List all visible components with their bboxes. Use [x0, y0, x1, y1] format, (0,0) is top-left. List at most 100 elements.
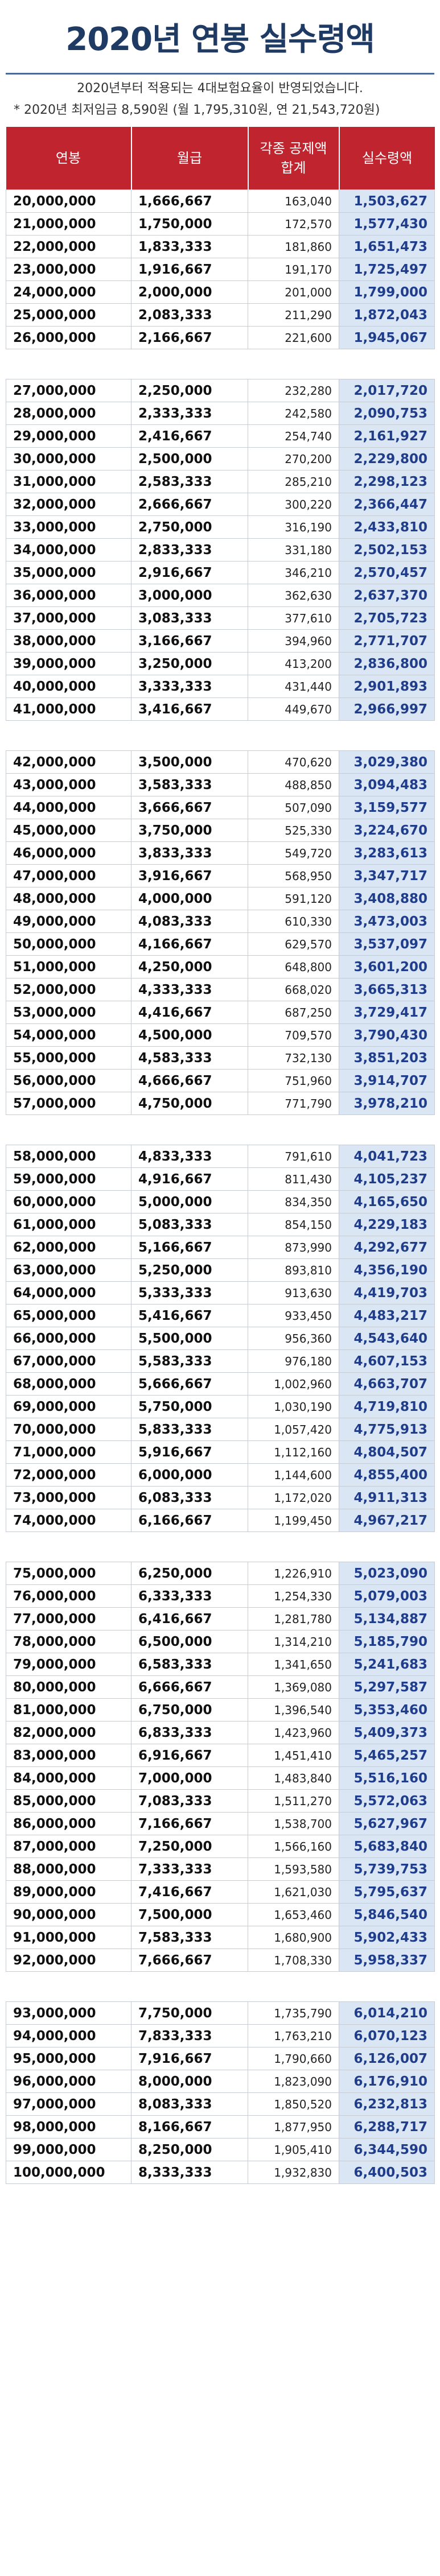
deduction-total-cell: 834,350 — [248, 1190, 339, 1213]
monthly-salary-cell: 5,083,333 — [131, 1213, 248, 1236]
table-row: 26,000,000 2,166,667 221,600 1,945,067 — [6, 326, 435, 349]
net-pay-cell: 5,241,683 — [339, 1653, 435, 1676]
deduction-total-cell: 300,220 — [248, 493, 339, 516]
net-pay-cell: 6,126,007 — [339, 2047, 435, 2070]
monthly-salary-cell: 5,250,000 — [131, 1258, 248, 1282]
monthly-salary-cell: 7,416,667 — [131, 1880, 248, 1904]
monthly-salary-cell: 3,833,333 — [131, 841, 248, 865]
table-row: 97,000,000 8,083,333 1,850,520 6,232,813 — [6, 2092, 435, 2116]
monthly-salary-cell: 6,833,333 — [131, 1721, 248, 1744]
monthly-salary-cell: 4,750,000 — [131, 1092, 248, 1115]
net-pay-cell: 1,799,000 — [339, 280, 435, 304]
table-row: 94,000,000 7,833,333 1,763,210 6,070,123 — [6, 2024, 435, 2047]
deduction-total-cell: 470,620 — [248, 750, 339, 774]
table-row: 87,000,000 7,250,000 1,566,160 5,683,840 — [6, 1835, 435, 1858]
net-pay-cell: 2,090,753 — [339, 402, 435, 425]
monthly-salary-cell: 2,250,000 — [131, 379, 248, 402]
monthly-salary-cell: 5,666,667 — [131, 1372, 248, 1396]
table-row: 95,000,000 7,916,667 1,790,660 6,126,007 — [6, 2047, 435, 2070]
annual-salary-cell: 27,000,000 — [6, 379, 131, 402]
table-row: 99,000,000 8,250,000 1,905,410 6,344,590 — [6, 2138, 435, 2161]
table-row: 63,000,000 5,250,000 893,810 4,356,190 — [6, 1258, 435, 1282]
deduction-total-cell: 172,570 — [248, 212, 339, 236]
monthly-salary-cell: 8,166,667 — [131, 2115, 248, 2139]
monthly-salary-cell: 7,750,000 — [131, 2001, 248, 2025]
monthly-salary-cell: 4,583,333 — [131, 1046, 248, 1070]
table-row: 20,000,000 1,666,667 163,040 1,503,627 — [6, 189, 435, 213]
deduction-total-cell: 1,763,210 — [248, 2024, 339, 2047]
monthly-salary-cell: 3,666,667 — [131, 796, 248, 819]
net-pay-cell: 3,159,577 — [339, 796, 435, 819]
deduction-total-cell: 1,281,780 — [248, 1607, 339, 1630]
net-pay-cell: 2,366,447 — [339, 493, 435, 516]
monthly-salary-cell: 3,083,333 — [131, 606, 248, 630]
deduction-total-cell: 1,423,960 — [248, 1721, 339, 1744]
deduction-total-cell: 1,932,830 — [248, 2161, 339, 2184]
table-row: 44,000,000 3,666,667 507,090 3,159,577 — [6, 796, 435, 819]
deduction-total-cell: 956,360 — [248, 1327, 339, 1350]
table-row: 73,000,000 6,083,333 1,172,020 4,911,313 — [6, 1486, 435, 1509]
net-pay-cell: 2,298,123 — [339, 470, 435, 493]
deduction-total-cell: 525,330 — [248, 819, 339, 842]
annual-salary-cell: 45,000,000 — [6, 819, 131, 842]
deduction-total-cell: 568,950 — [248, 864, 339, 887]
deduction-total-cell: 629,570 — [248, 932, 339, 956]
monthly-salary-cell: 2,666,667 — [131, 493, 248, 516]
header-net-pay: 실수령액 — [339, 127, 435, 190]
separator-cell — [6, 1114, 435, 1145]
table-row: 56,000,000 4,666,667 751,960 3,914,707 — [6, 1069, 435, 1092]
table-row: 34,000,000 2,833,333 331,180 2,502,153 — [6, 538, 435, 562]
net-pay-cell: 4,663,707 — [339, 1372, 435, 1396]
annual-salary-cell: 58,000,000 — [6, 1145, 131, 1168]
group-separator — [6, 1114, 435, 1145]
table-row: 33,000,000 2,750,000 316,190 2,433,810 — [6, 515, 435, 539]
annual-salary-cell: 53,000,000 — [6, 1001, 131, 1024]
net-pay-cell: 4,419,703 — [339, 1281, 435, 1304]
deduction-total-cell: 1,593,580 — [248, 1857, 339, 1881]
net-pay-cell: 6,400,503 — [339, 2161, 435, 2184]
table-row: 37,000,000 3,083,333 377,610 2,705,723 — [6, 606, 435, 630]
monthly-salary-cell: 4,916,667 — [131, 1167, 248, 1191]
annual-salary-cell: 43,000,000 — [6, 773, 131, 796]
monthly-salary-cell: 6,500,000 — [131, 1630, 248, 1653]
annual-salary-cell: 100,000,000 — [6, 2161, 131, 2184]
annual-salary-cell: 23,000,000 — [6, 258, 131, 281]
annual-salary-cell: 24,000,000 — [6, 280, 131, 304]
deduction-total-cell: 976,180 — [248, 1349, 339, 1373]
annual-salary-cell: 48,000,000 — [6, 887, 131, 910]
deduction-total-cell: 270,200 — [248, 447, 339, 470]
annual-salary-cell: 49,000,000 — [6, 910, 131, 933]
monthly-salary-cell: 2,500,000 — [131, 447, 248, 470]
annual-salary-cell: 74,000,000 — [6, 1509, 131, 1532]
net-pay-cell: 6,070,123 — [339, 2024, 435, 2047]
table-row: 38,000,000 3,166,667 394,960 2,771,707 — [6, 629, 435, 653]
monthly-salary-cell: 2,333,333 — [131, 402, 248, 425]
net-pay-cell: 2,570,457 — [339, 561, 435, 584]
monthly-salary-cell: 4,333,333 — [131, 978, 248, 1001]
net-pay-cell: 5,795,637 — [339, 1880, 435, 1904]
net-pay-cell: 4,292,677 — [339, 1236, 435, 1259]
annual-salary-cell: 54,000,000 — [6, 1023, 131, 1047]
annual-salary-cell: 72,000,000 — [6, 1463, 131, 1487]
annual-salary-cell: 86,000,000 — [6, 1812, 131, 1835]
table-row: 52,000,000 4,333,333 668,020 3,665,313 — [6, 978, 435, 1001]
monthly-salary-cell: 2,750,000 — [131, 515, 248, 539]
group-separator — [6, 720, 435, 751]
annual-salary-cell: 70,000,000 — [6, 1418, 131, 1441]
deduction-total-cell: 181,860 — [248, 235, 339, 258]
net-pay-cell: 3,537,097 — [339, 932, 435, 956]
monthly-salary-cell: 4,666,667 — [131, 1069, 248, 1092]
net-pay-cell: 2,705,723 — [339, 606, 435, 630]
monthly-salary-cell: 7,333,333 — [131, 1857, 248, 1881]
monthly-salary-cell: 1,916,667 — [131, 258, 248, 281]
monthly-salary-cell: 4,083,333 — [131, 910, 248, 933]
monthly-salary-cell: 3,916,667 — [131, 864, 248, 887]
net-pay-cell: 4,804,507 — [339, 1440, 435, 1464]
table-row: 50,000,000 4,166,667 629,570 3,537,097 — [6, 932, 435, 956]
annual-salary-cell: 47,000,000 — [6, 864, 131, 887]
annual-salary-cell: 65,000,000 — [6, 1304, 131, 1327]
table-row: 83,000,000 6,916,667 1,451,410 5,465,257 — [6, 1744, 435, 1767]
deduction-total-cell: 791,610 — [248, 1145, 339, 1168]
annual-salary-cell: 31,000,000 — [6, 470, 131, 493]
net-pay-cell: 3,473,003 — [339, 910, 435, 933]
